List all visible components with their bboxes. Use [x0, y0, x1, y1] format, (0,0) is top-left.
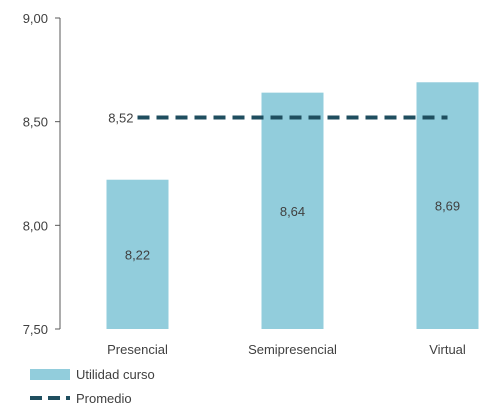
category-label: Virtual: [429, 342, 466, 357]
bar-presencial: [106, 179, 169, 329]
x-axis-category-labels: Presencial Semipresencial Virtual: [107, 342, 466, 357]
bar-series: [106, 82, 479, 329]
bar-virtual: [416, 82, 479, 329]
y-tick-label: 8,50: [23, 115, 48, 130]
average-value-label: 8,52: [108, 111, 133, 126]
y-axis-tick-labels: 7,50 8,00 8,50 9,00: [23, 11, 48, 337]
y-tick-label: 8,00: [23, 218, 48, 233]
bar-value-label: 8,69: [435, 199, 460, 214]
y-tick-label: 7,50: [23, 322, 48, 337]
y-axis-ticks: [55, 17, 60, 330]
legend: Utilidad curso Promedio: [30, 367, 155, 406]
category-label: Presencial: [107, 342, 168, 357]
bar-value-label: 8,22: [125, 247, 150, 262]
bar-value-labels: 8,22 8,64 8,69: [125, 199, 460, 263]
bar-value-label: 8,64: [280, 204, 305, 219]
y-tick-label: 9,00: [23, 11, 48, 26]
legend-label-promedio: Promedio: [76, 391, 132, 406]
legend-swatch-utilidad: [30, 369, 70, 380]
legend-label-utilidad: Utilidad curso: [76, 367, 155, 382]
bar-semipresencial: [261, 92, 324, 329]
category-label: Semipresencial: [248, 342, 337, 357]
